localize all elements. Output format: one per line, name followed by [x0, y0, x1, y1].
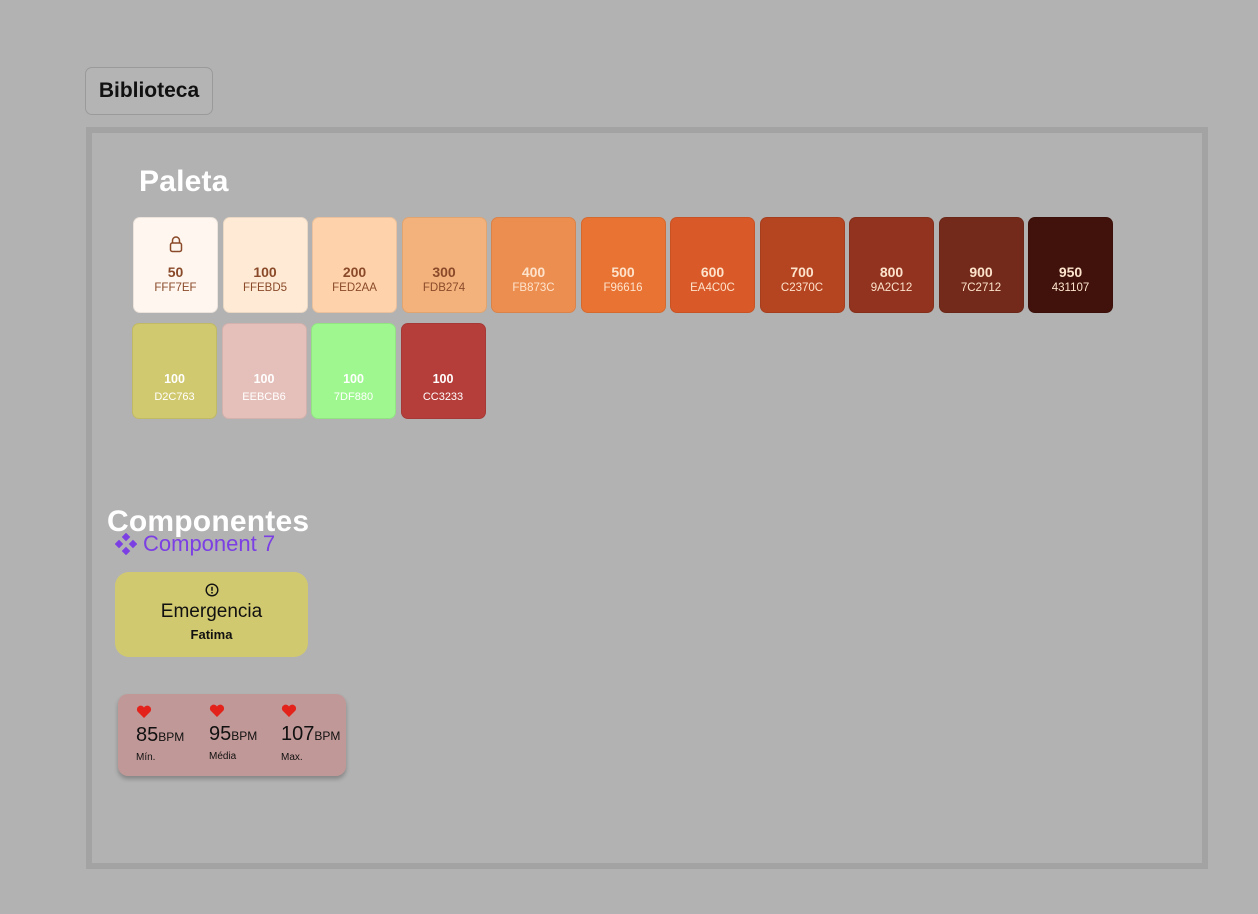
palette-title: Paleta: [139, 165, 229, 198]
swatch-shade: 100: [343, 372, 364, 386]
swatch-shade: 100: [253, 372, 275, 386]
swatch-shade: 200: [342, 264, 367, 280]
swatch-f96616[interactable]: 500 F96616: [580, 217, 666, 313]
swatch-d2c763[interactable]: 100 D2C763: [132, 323, 217, 419]
components-title: Componentes: [107, 505, 310, 538]
swatch-shade: 950: [1058, 264, 1083, 280]
emergency-title: Emergencia: [160, 601, 263, 622]
swatch-hex: FFF7EF: [154, 282, 197, 294]
swatch-shade: 50: [167, 264, 184, 280]
swatch-hex: F96616: [603, 282, 643, 294]
swatch-hex: FDB274: [422, 282, 466, 294]
swatch-shade: 700: [790, 264, 814, 280]
swatch-431107[interactable]: 950 431107: [1028, 217, 1113, 313]
bpm-label: Mín.: [136, 752, 156, 763]
heart-icon: [281, 704, 297, 723]
swatch-fff7ef[interactable]: 50 FFF7EF: [133, 217, 218, 313]
swatch-eebcb6[interactable]: 100 EEBCB6: [221, 323, 307, 419]
swatch-hex: EEBCB6: [242, 391, 286, 403]
emergency-card[interactable]: Emergencia Fatima: [115, 572, 308, 657]
library-frame: [86, 127, 1208, 869]
swatch-fdb274[interactable]: 300 FDB274: [401, 217, 487, 313]
swatch-c2370c[interactable]: 700 C2370C: [759, 217, 845, 313]
swatch-fed2aa[interactable]: 200 FED2AA: [312, 217, 397, 313]
bpm-value: 85BPM: [136, 724, 185, 746]
emergency-subtitle: Fatima: [190, 627, 233, 642]
swatch-fb873c[interactable]: 400 FB873C: [491, 217, 576, 313]
swatch-hex: FB873C: [512, 282, 555, 294]
swatch-hex: C2370C: [780, 282, 824, 294]
swatch-shade: 600: [700, 264, 725, 280]
biblioteca-button[interactable]: Biblioteca: [85, 67, 213, 115]
swatch-hex: 7DF880: [333, 391, 374, 403]
swatch-hex: 9A2C12: [870, 282, 913, 294]
bpm-label: Max.: [281, 752, 303, 763]
swatch-shade: 800: [879, 264, 904, 280]
component-label-text: Component 7: [143, 531, 276, 556]
swatch-shade: 400: [521, 264, 546, 280]
swatch-shade: 300: [432, 264, 456, 280]
swatch-hex: CC3233: [422, 391, 464, 403]
swatch-hex: 431107: [1051, 282, 1090, 294]
swatch-shade: 500: [611, 264, 635, 280]
swatch-shade: 100: [432, 372, 454, 386]
bpm-value: 95BPM: [209, 723, 258, 745]
component-7-label[interactable]: Component 7: [115, 531, 275, 557]
swatch-shade: 100: [164, 372, 185, 386]
swatch-cc3233[interactable]: 100 CC3233: [400, 323, 486, 419]
swatch-shade: 100: [253, 264, 277, 280]
swatch-7c2712[interactable]: 900 7C2712: [938, 217, 1024, 313]
swatch-ea4c0c[interactable]: 600 EA4C0C: [670, 217, 755, 313]
swatch-hex: D2C763: [154, 391, 195, 403]
swatch-hex: FED2AA: [332, 282, 377, 294]
swatch-ffebd5[interactable]: 100 FFEBD5: [222, 217, 308, 313]
bpm-value: 107BPM: [281, 723, 341, 745]
heart-icon: [136, 705, 152, 724]
bpm-card: 85BPM Mín. 95BPM Média 107BPM Max.: [118, 694, 346, 776]
bpm-label: Média: [209, 751, 237, 762]
swatch-hex: EA4C0C: [690, 282, 735, 294]
alert-circle-icon: [204, 583, 219, 602]
component-icon: [115, 533, 137, 555]
lock-icon: [168, 235, 184, 258]
swatch-shade: 900: [969, 264, 993, 280]
swatch-hex: FFEBD5: [242, 282, 288, 294]
swatch-7df880[interactable]: 100 7DF880: [311, 323, 396, 419]
heart-icon: [209, 704, 225, 723]
swatch-9a2c12[interactable]: 800 9A2C12: [849, 217, 934, 313]
swatch-hex: 7C2712: [960, 282, 1002, 294]
